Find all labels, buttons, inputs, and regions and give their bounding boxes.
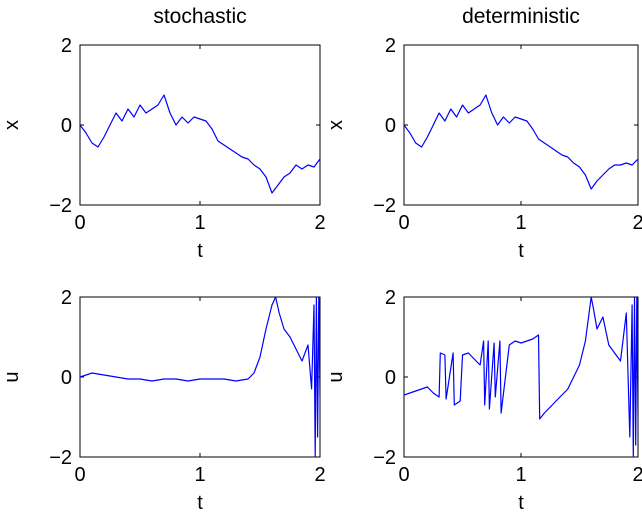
y-tick-label: −2	[49, 447, 72, 469]
y-tick-label: −2	[49, 195, 72, 217]
series-line-1	[80, 297, 320, 457]
x-axis-label: t	[518, 492, 524, 514]
y-tick-label: −2	[373, 447, 396, 469]
y-axis-label: x	[325, 120, 347, 130]
x-tick-label: 0	[74, 212, 85, 234]
x-tick-label: 0	[74, 464, 85, 486]
series-line-1	[404, 94, 638, 190]
series-line-1	[404, 297, 638, 457]
x-tick-label: 1	[515, 212, 526, 234]
chart-title: deterministic	[462, 5, 580, 28]
plot-frame	[79, 44, 321, 206]
x-axis-label: t	[197, 492, 203, 514]
y-tick-label: 0	[385, 367, 396, 389]
x-tick-label: 1	[194, 212, 205, 234]
x-tick-label: 1	[515, 464, 526, 486]
y-tick-label: 2	[385, 35, 396, 57]
x-tick-label: 1	[194, 464, 205, 486]
y-tick-label: 0	[61, 367, 72, 389]
x-tick-label: 2	[314, 212, 325, 234]
y-tick-label: 0	[61, 115, 72, 137]
y-tick-label: 2	[61, 287, 72, 309]
x-tick-label: 2	[632, 464, 642, 486]
plot-frame	[79, 296, 321, 458]
chart-title: stochastic	[153, 5, 246, 28]
x-tick-label: 2	[314, 464, 325, 486]
x-axis-label: t	[518, 240, 524, 262]
y-tick-label: 2	[385, 287, 396, 309]
y-axis-label: x	[1, 120, 23, 130]
x-tick-label: 2	[632, 212, 642, 234]
y-tick-label: 0	[385, 115, 396, 137]
x-axis-label: t	[197, 240, 203, 262]
y-axis-label: u	[325, 371, 347, 382]
plot-frame	[403, 44, 639, 206]
y-axis-label: u	[1, 371, 23, 382]
x-tick-label: 0	[398, 212, 409, 234]
y-tick-label: 2	[61, 35, 72, 57]
x-tick-label: 0	[398, 464, 409, 486]
y-tick-label: −2	[373, 195, 396, 217]
series-line-1	[80, 94, 320, 194]
